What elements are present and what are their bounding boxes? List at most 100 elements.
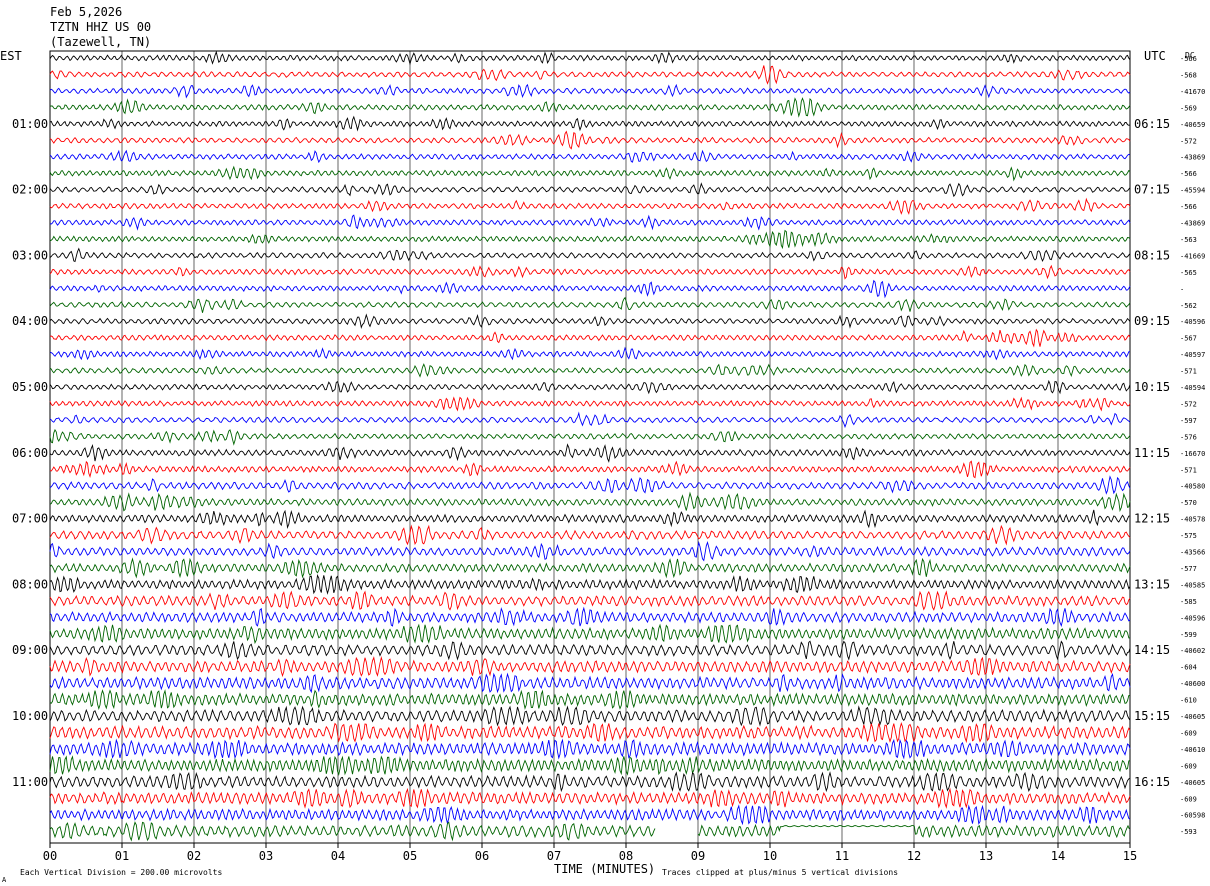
utc-hour-label: 12:15 [1134,512,1170,526]
trace-line [49,640,1131,661]
est-hour-label: 07:00 [12,512,48,526]
dc-offset-label: -40602 [1180,647,1205,655]
dc-offset-label: -609 [1180,729,1197,737]
trace-line [49,296,1131,313]
trace-line [49,821,656,842]
dc-offset-label: -40600 [1180,680,1205,688]
dc-offset-label: -567 [1180,335,1197,343]
trace-line [49,264,1131,280]
seismic-traces [49,50,1131,842]
dc-offset-label: -41669 [1180,252,1205,260]
dc-offset-label: -610 [1180,697,1197,705]
x-tick-label: 14 [1051,849,1065,863]
x-tick-label: 01 [115,849,129,863]
dc-offset-label: -40585 [1180,581,1205,589]
est-hour-label: 08:00 [12,577,48,591]
est-hour-label: 01:00 [12,117,48,131]
axis-labels: 00 01 02 03 04 05 06 07 08 09 10 11 12 13 14 15 -566 -568… [12,55,1205,863]
corner-mark: A [2,876,7,884]
utc-hour-label: 09:15 [1134,314,1170,328]
plot-frame [49,50,1131,844]
dc-offset-label: -577 [1180,565,1197,573]
x-tick-label: 10 [763,849,777,863]
trace-line [49,313,1131,329]
dc-offset-label: -60598 [1180,812,1205,820]
utc-hour-label: 06:15 [1134,117,1170,131]
x-tick-label: 03 [259,849,273,863]
x-tick-label: 12 [907,849,921,863]
dc-offset-label: -43869 [1180,220,1205,228]
trace-line [49,460,1131,479]
dc-offset-label: -40659 [1180,121,1205,129]
trace-line [49,475,1131,495]
est-hour-label: 09:00 [12,643,48,657]
trace-line [49,655,1131,678]
dc-offset-label: -40578 [1180,516,1205,524]
trace-line [49,396,1131,412]
trace-line [49,524,1131,546]
dc-offset-label: -609 [1180,795,1197,803]
dc-offset-label: -593 [1180,828,1197,836]
trace-line [49,787,1131,809]
dc-offset-label: -566 [1180,55,1197,63]
dc-offset-label: -41670 [1180,88,1205,96]
trace-line [49,491,1131,513]
est-hour-label: 06:00 [12,446,48,460]
dc-label: DC [1185,51,1195,60]
trace-line [49,229,1131,250]
x-tick-label: 05 [403,849,417,863]
trace-line [49,328,1131,348]
utc-hour-label: 13:15 [1134,577,1170,591]
trace-line [49,65,1131,85]
dc-offset-label: -43566 [1180,549,1205,557]
x-tick-label: 07 [547,849,561,863]
trace-line [49,443,1131,463]
est-hour-label: 03:00 [12,248,48,262]
x-tick-label: 02 [187,849,201,863]
trace-line [49,97,1131,118]
trace-line [49,130,1131,150]
x-tick-label: 08 [619,849,633,863]
dc-offset-label: -40580 [1180,483,1205,491]
est-hour-label: 04:00 [12,314,48,328]
trace-line [49,557,1131,579]
dc-offset-label: -609 [1180,762,1197,770]
trace-line [49,574,1131,595]
trace-line [49,182,1131,198]
dc-offset-label: -43869 [1180,154,1205,162]
dc-offset-label: -45594 [1180,187,1205,195]
footer-clip-note: Traces clipped at plus/minus 5 vertical … [662,868,898,877]
x-tick-label: 13 [979,849,993,863]
trace-line [49,541,1131,562]
trace-line [49,149,1131,164]
trace-line [49,165,1131,182]
dc-offset-label: -599 [1180,631,1197,639]
dc-offset-label: -40594 [1180,384,1205,392]
utc-hour-label: 10:15 [1134,380,1170,394]
dc-offset-label: -571 [1180,466,1197,474]
trace-line [49,623,1131,645]
trace-line [49,411,1131,429]
dc-offset-label: -40605 [1180,713,1205,721]
utc-hour-label: 14:15 [1134,643,1170,657]
dc-offset-label: -575 [1180,532,1197,540]
trace-line [49,689,1131,711]
trace-line [49,722,1131,744]
trace-line [49,672,1131,694]
dc-offset-label: -563 [1180,236,1197,244]
trace-line [49,83,1131,99]
x-axis-title: TIME (MINUTES) [554,862,655,876]
dc-offset-label: -570 [1180,499,1197,507]
trace-line [49,379,1131,395]
trace-line [49,279,1131,299]
x-tick-label: 11 [835,849,849,863]
dc-offset-label: -40610 [1180,746,1205,754]
trace-line [49,214,1131,231]
dc-offset-label: -40597 [1180,351,1205,359]
est-hour-label: 10:00 [12,709,48,723]
trace-line [49,606,1131,627]
dc-offset-label: -576 [1180,433,1197,441]
dc-offset-label: -40605 [1180,779,1205,787]
x-tick-label: 06 [475,849,489,863]
